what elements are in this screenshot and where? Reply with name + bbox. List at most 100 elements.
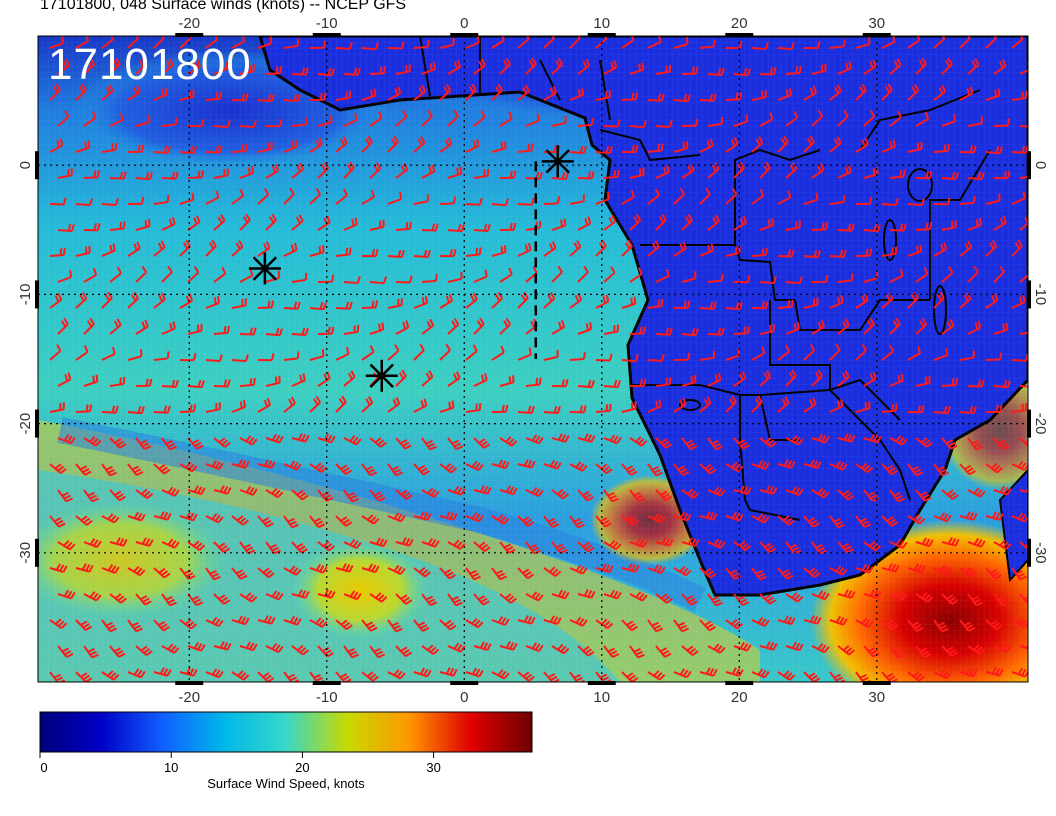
storm-marker: [365, 359, 398, 392]
wind-barb: [751, 513, 770, 524]
wind-barb: [525, 113, 540, 127]
wind-barb: [369, 66, 387, 75]
wind-barb: [889, 110, 902, 127]
wind-barb: [361, 396, 374, 413]
wind-barb: [551, 115, 567, 127]
wind-barb: [231, 188, 245, 205]
wind-barb: [421, 437, 437, 451]
wind-barb: [75, 245, 91, 257]
wind-barb: [681, 163, 695, 179]
wind-barb: [569, 240, 582, 257]
wind-barb: [803, 343, 816, 361]
wind-barb: [829, 249, 847, 258]
wind-barb: [1019, 541, 1028, 551]
wind-barb: [127, 463, 144, 476]
wind-barb: [179, 89, 195, 101]
wind-barb: [517, 36, 530, 49]
wind-barb: [603, 489, 619, 503]
wind-barb: [985, 619, 1003, 631]
wind-barb: [369, 162, 382, 179]
wind-barb: [621, 92, 639, 101]
wind-barb: [993, 642, 1012, 653]
wind-barb: [135, 378, 153, 387]
wind-barb: [231, 399, 247, 413]
wind-barb: [725, 92, 743, 101]
wind-barb: [785, 641, 804, 652]
wind-barb: [603, 266, 616, 283]
wind-barb: [595, 294, 610, 309]
wind-barb: [699, 39, 716, 49]
wind-barb: [777, 515, 795, 526]
wind-barb: [109, 266, 122, 283]
wind-barb: [855, 137, 869, 153]
wind-barb: [655, 489, 673, 502]
wind-barb: [681, 327, 699, 337]
wind-barb: [83, 489, 100, 503]
wind-barb: [673, 397, 687, 413]
wind-barb: [1011, 460, 1028, 471]
wind-barb: [959, 292, 972, 309]
wind-barb: [725, 618, 744, 630]
wind-barb: [135, 319, 149, 335]
wind-barb: [101, 243, 116, 257]
wind-barb: [551, 541, 568, 554]
wind-barb: [335, 188, 348, 205]
wind-barb: [369, 645, 386, 659]
wind-barb: [517, 459, 536, 469]
wind-barb: [985, 239, 998, 257]
wind-barb: [647, 513, 666, 524]
wind-barb: [395, 221, 412, 231]
wind-barb: [707, 327, 725, 336]
wind-barb: [57, 58, 71, 75]
wind-barb: [725, 461, 744, 473]
wind-barb: [621, 239, 633, 257]
wind-barb: [179, 192, 195, 205]
wind-barb: [309, 187, 322, 205]
wind-barb: [413, 343, 425, 361]
wind-barb: [889, 268, 904, 283]
wind-barb: [413, 566, 432, 578]
wind-barb: [777, 615, 796, 626]
lat-tick-label-left: -30: [17, 542, 34, 564]
wind-barb: [985, 462, 1004, 474]
colorbar: [39, 711, 533, 753]
wind-barb: [49, 463, 67, 474]
wind-barb: [837, 318, 850, 335]
wind-barb: [387, 512, 406, 523]
lon-tick-mark: [312, 33, 341, 37]
wind-barb: [205, 402, 221, 413]
wind-barb: [907, 36, 921, 49]
wind-barb: [985, 293, 999, 309]
wind-barb: [655, 119, 673, 128]
wind-barb: [941, 645, 959, 657]
wind-barb: [621, 354, 639, 363]
lat-tick-label-right: -10: [1032, 284, 1049, 306]
wind-barb: [725, 137, 739, 153]
wind-barb: [829, 39, 846, 49]
wind-barb: [985, 404, 1003, 414]
wind-barb: [889, 169, 906, 179]
wind-barb: [629, 379, 647, 388]
wind-barb: [881, 619, 899, 631]
wind-barb: [811, 275, 829, 284]
wind-barb: [647, 619, 664, 633]
wind-barb: [889, 489, 905, 503]
wind-barb: [291, 67, 309, 76]
wind-barb: [733, 326, 751, 335]
wind-barb: [291, 541, 308, 554]
wind-barb: [49, 618, 68, 629]
wind-barb: [205, 513, 224, 524]
wind-barb: [387, 564, 406, 576]
wind-barb: [265, 433, 284, 444]
wind-barb: [1019, 62, 1028, 75]
wind-barb: [777, 459, 796, 469]
wind-barb: [647, 353, 665, 362]
wind-barb: [309, 563, 328, 574]
wind-barb: [941, 378, 958, 387]
wind-barb: [213, 61, 229, 75]
wind-barb: [187, 170, 205, 179]
wind-barb: [543, 85, 558, 101]
wind-barb: [439, 462, 458, 474]
wind-barb: [681, 593, 698, 606]
wind-barb: [395, 320, 410, 335]
